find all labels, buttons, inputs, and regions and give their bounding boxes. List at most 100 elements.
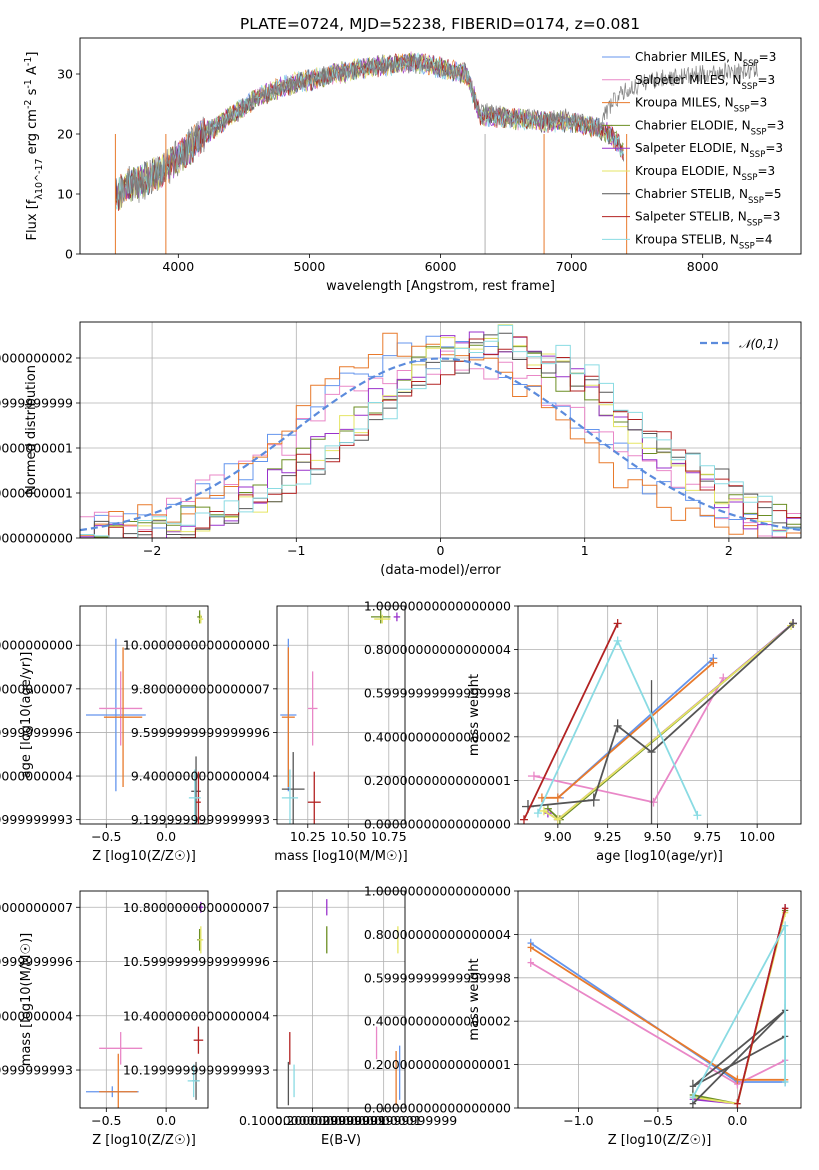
panel-age_vs_Z: −0.5 0.0 9.1999999999999993 9.4000000000000… — [0, 605, 209, 864]
x-axis-label: age [log10(age/yr)] — [596, 849, 723, 864]
legend-subscript: SSP — [742, 173, 758, 183]
x-axis-label: wavelength [Angstrom, rest frame] — [326, 279, 555, 294]
x-tick-label: 0.20000000000000001 — [275, 1113, 422, 1128]
y-tick-label: 20 — [57, 127, 73, 142]
y-tick-label: 0.59999999999999998 — [364, 686, 511, 701]
legend-model-name: Chabrier MILES, N — [635, 50, 743, 64]
scatter-point — [193, 1026, 204, 1054]
plot-area — [527, 904, 789, 1108]
y-tick-label: 9.1999999999999993 — [131, 812, 270, 827]
x-tick-label: −0.5 — [91, 829, 121, 844]
y-tick-label: 10.5999999999999996 — [0, 954, 73, 969]
label-part: A — [25, 66, 40, 79]
histogram-step — [80, 336, 801, 538]
legend-nssp: =4 — [755, 232, 773, 246]
weight-point — [553, 815, 562, 824]
x-axis-label: E(B-V) — [321, 1133, 361, 1148]
x-axis-label: Z [log10(Z/Z☉)] — [92, 849, 196, 864]
x-axis-label: mass [log10(M/M☉)] — [274, 849, 407, 864]
axes-frame — [79, 890, 209, 1109]
x-axis-label: Z [log10(Z/Z☉)] — [608, 1133, 712, 1148]
y-tick-label: 0.20000000000000001 — [364, 1057, 511, 1072]
y-tick-label: 0.10000000000000001 — [0, 486, 73, 501]
legend-model-name: Kroupa STELIB, N — [635, 232, 739, 246]
y-tick-label: 10.4000000000000004 — [123, 1008, 270, 1023]
legend-nssp: =5 — [764, 187, 782, 201]
y-tick-label: 0.20000000000000001 — [364, 773, 511, 788]
y-tick-label: 0.40000000000000002 — [364, 1014, 511, 1029]
y-tick-label: 9.1999999999999993 — [0, 812, 73, 827]
weight-point — [734, 1099, 741, 1108]
x-tick-label: −1.0 — [563, 1113, 593, 1128]
legend-label: Salpeter ELODIE, NSSP=3 — [635, 141, 783, 160]
panel-residuals: −2 −1 0 1 2 0.00000000000000000 0.100000000000… — [0, 321, 802, 578]
label-part: Z [log10(Z/Z☉)] — [608, 1133, 712, 1148]
weight-point — [689, 1092, 697, 1102]
panel-spectrum: 4000 5000 6000 7000 8000 0 10 20 30 wavelength [A… — [23, 37, 802, 294]
x-tick-label: 9.25 — [594, 829, 622, 844]
label-part: E(B-V) — [321, 1133, 361, 1148]
legend-nssp: =3 — [759, 50, 777, 64]
legend-subscript: SSP — [748, 196, 764, 206]
histogram-step — [80, 331, 801, 538]
x-tick-label: 1 — [581, 543, 589, 558]
label-part: -1 — [23, 57, 34, 66]
scatter-point — [198, 614, 204, 624]
legend-label: Salpeter STELIB, NSSP=3 — [635, 210, 780, 229]
legend-model-name: Salpeter STELIB, N — [635, 210, 747, 224]
weight-point — [527, 771, 540, 781]
x-tick-label: 10.75 — [371, 829, 407, 844]
x-tick-label: 2 — [725, 543, 733, 558]
weight-point — [553, 793, 562, 803]
label-part: -2 — [23, 100, 34, 109]
y-tick-label: 9.8000000000000007 — [0, 681, 73, 696]
weight-line — [523, 623, 619, 820]
scatter-point — [85, 638, 146, 792]
scatter-point — [281, 752, 305, 824]
axes-frame — [79, 605, 209, 825]
weight-point — [781, 921, 789, 931]
x-tick-label: 10.50 — [330, 829, 366, 844]
weight-line — [547, 622, 794, 821]
axes-frame — [276, 605, 406, 825]
y-axis-label: mass weight — [467, 674, 482, 756]
legend-subscript: SSP — [739, 241, 755, 251]
label-part: age [log10(age/yr)] — [19, 652, 34, 779]
label-part: Z [log10(Z/Z☉)] — [92, 849, 196, 864]
panel-age_vs_mass: 10.25 10.50 10.75 9.1999999999999993 9.40000… — [123, 605, 408, 864]
label-part: (data-model)/error — [380, 563, 501, 578]
x-tick-label: −0.5 — [643, 1113, 673, 1128]
panel-weight_vs_Z: −1.0 −0.5 0.0 0.00000000000000000 0.20000000… — [364, 884, 802, 1148]
x-tick-label: 7000 — [556, 259, 588, 274]
legend-model-name: Chabrier STELIB, N — [635, 187, 748, 201]
y-tick-label: 9.5999999999999996 — [131, 725, 270, 740]
label-part: λ10^-17 — [34, 158, 45, 199]
y-tick-label: 10.1999999999999993 — [123, 1063, 270, 1078]
x-axis-label: (data-model)/error — [380, 563, 501, 578]
label-part: wavelength [Angstrom, rest frame] — [326, 279, 555, 294]
label-part: ] — [25, 52, 40, 57]
y-tick-label: 10.1999999999999993 — [0, 1063, 73, 1078]
x-tick-label: 0.10000000000000001 — [239, 1113, 386, 1128]
axes-frame — [79, 37, 802, 255]
legend-subscript: SSP — [749, 150, 765, 160]
legend-model-name: Chabrier ELODIE, N — [635, 118, 751, 132]
legend-nssp: =3 — [765, 141, 783, 155]
plot-area — [85, 901, 204, 1108]
scatter-point — [198, 901, 204, 913]
panel-mass_vs_EBV: 0.100000000000000010.200000000000000010.… — [123, 890, 457, 1148]
scatter-point — [99, 671, 143, 746]
weight-point — [527, 958, 534, 967]
label-part: mass weight — [467, 958, 482, 1040]
scatter-point — [370, 610, 391, 624]
scatter-point — [393, 612, 401, 622]
x-tick-label: −0.5 — [91, 1113, 121, 1128]
gaussian-curve — [80, 357, 801, 532]
y-tick-label: 0.00000000000000000 — [0, 531, 73, 546]
label-part: age [log10(age/yr)] — [596, 849, 723, 864]
y-tick-label: 10.0000000000000000 — [0, 638, 73, 653]
scatter-point — [196, 771, 201, 824]
label-part: mass [log10(M/M☉)] — [19, 933, 34, 1066]
legend-label: Kroupa STELIB, NSSP=4 — [635, 232, 773, 251]
